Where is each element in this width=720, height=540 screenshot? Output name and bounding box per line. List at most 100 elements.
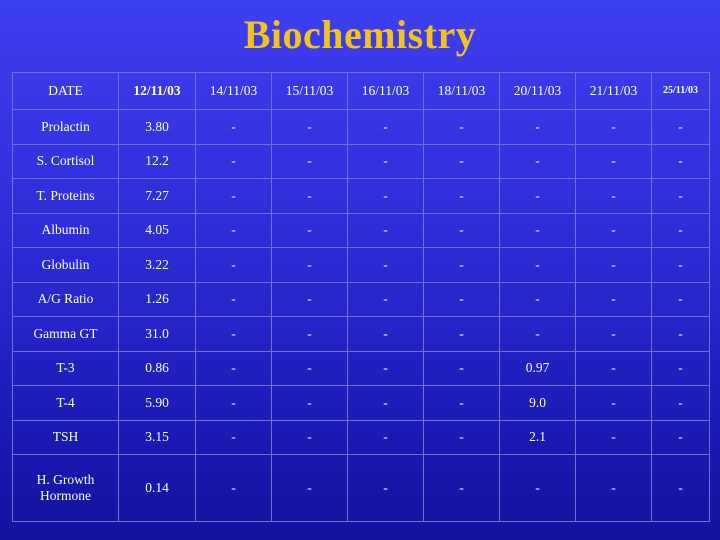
table-cell: - [651, 316, 710, 352]
row-label: Globulin [12, 247, 119, 283]
table-cell: - [499, 143, 576, 179]
table-row: T-3 0.86- - - -0.97- - [12, 350, 710, 386]
table-cell: - [347, 316, 424, 352]
table-cell: - [195, 212, 272, 248]
table-cell: - [499, 247, 576, 283]
table-cell: - [651, 109, 710, 145]
table-cell: - [651, 385, 710, 421]
table-cell: - [195, 454, 272, 522]
table-row: S. Cortisol 12.2- - - - - - - [12, 143, 710, 179]
table-cell: - [423, 316, 500, 352]
table-cell: - [423, 143, 500, 179]
header-date-cell: 20/11/03 [499, 72, 576, 110]
table-cell: - [575, 109, 652, 145]
table-cell: - [651, 143, 710, 179]
table-cell: - [195, 247, 272, 283]
table-cell: - [499, 178, 576, 214]
table-cell: 9.0 [499, 385, 576, 421]
table-cell: 3.22 [118, 247, 196, 283]
header-row: DATE 12/11/03 14/11/03 15/11/03 16/11/03 18/1… [12, 72, 710, 110]
table-cell: - [271, 350, 348, 386]
header-date-cell: 15/11/03 [271, 72, 348, 110]
row-label: T-4 [12, 385, 119, 421]
header-date-cell: 21/11/03 [575, 72, 652, 110]
table-cell: - [651, 281, 710, 317]
table-cell: - [271, 454, 348, 522]
row-label: TSH [12, 419, 119, 455]
page-title: Biochemistry [243, 12, 477, 57]
table-cell: - [499, 109, 576, 145]
header-date-cell: 16/11/03 [347, 72, 424, 110]
table-cell: - [271, 143, 348, 179]
table-cell: 2.1 [499, 419, 576, 455]
table-cell: - [575, 281, 652, 317]
table-cell: - [271, 385, 348, 421]
table-cell: - [651, 178, 710, 214]
table-cell: - [499, 454, 576, 522]
table-cell: - [575, 143, 652, 179]
biochemistry-table: DATE 12/11/03 14/11/03 15/11/03 16/11/03 18/1… [12, 72, 710, 522]
table-cell: - [347, 385, 424, 421]
table-cell: - [423, 109, 500, 145]
row-label: T. Proteins [12, 178, 119, 214]
table-cell: - [347, 350, 424, 386]
row-label: Albumin [12, 212, 119, 248]
table-cell: - [271, 178, 348, 214]
table-cell: - [651, 419, 710, 455]
table-cell: 0.86 [118, 350, 196, 386]
table-cell: 0.14 [118, 454, 196, 522]
table-cell: - [423, 212, 500, 248]
table-cell: - [651, 247, 710, 283]
header-date-cell: 18/11/03 [423, 72, 500, 110]
table-row: A/G Ratio 1.26- - - - - - - [12, 281, 710, 317]
table-cell: - [575, 212, 652, 248]
table-cell: 31.0 [118, 316, 196, 352]
table-cell: - [423, 178, 500, 214]
header-date-cell: 14/11/03 [195, 72, 272, 110]
table-cell: - [651, 454, 710, 522]
table-cell: - [575, 350, 652, 386]
table-cell: 1.26 [118, 281, 196, 317]
row-label: T-3 [12, 350, 119, 386]
table-cell: - [423, 350, 500, 386]
table-cell: - [195, 109, 272, 145]
table-cell: - [499, 212, 576, 248]
table-cell: - [651, 212, 710, 248]
row-label: S. Cortisol [12, 143, 119, 179]
table-cell: - [271, 281, 348, 317]
header-date-cell: 25/11/03 [651, 72, 710, 110]
table-cell: - [271, 212, 348, 248]
table-cell: - [499, 281, 576, 317]
table-cell: - [347, 454, 424, 522]
table-row: Gamma GT 31.0- - - - - - - [12, 316, 710, 352]
table-cell: 0.97 [499, 350, 576, 386]
table-cell: - [347, 247, 424, 283]
table-cell: - [195, 178, 272, 214]
table-cell: 12.2 [118, 143, 196, 179]
table-cell: - [347, 212, 424, 248]
table-cell: 3.80 [118, 109, 196, 145]
table-cell: 4.05 [118, 212, 196, 248]
table-cell: - [575, 178, 652, 214]
table-cell: - [575, 385, 652, 421]
table-cell: 7.27 [118, 178, 196, 214]
table-cell: - [423, 419, 500, 455]
table-cell: - [347, 143, 424, 179]
table-cell: - [423, 454, 500, 522]
table-cell: 3.15 [118, 419, 196, 455]
table-cell: - [195, 316, 272, 352]
table-cell: - [271, 316, 348, 352]
table-cell: - [271, 419, 348, 455]
header-date-label: DATE [12, 72, 119, 110]
table-cell: - [575, 247, 652, 283]
table-row: T. Proteins 7.27- - - - - - - [12, 178, 710, 214]
table-cell: - [271, 109, 348, 145]
row-label: Prolactin [12, 109, 119, 145]
table-row: H. Growth Hormone 0.14- - - - - - - [12, 454, 710, 522]
row-label: A/G Ratio [12, 281, 119, 317]
table-cell: - [195, 281, 272, 317]
table-cell: - [195, 350, 272, 386]
table-row: TSH 3.15- - - -2.1- - [12, 419, 710, 455]
table-cell: - [651, 350, 710, 386]
table-cell: - [575, 419, 652, 455]
